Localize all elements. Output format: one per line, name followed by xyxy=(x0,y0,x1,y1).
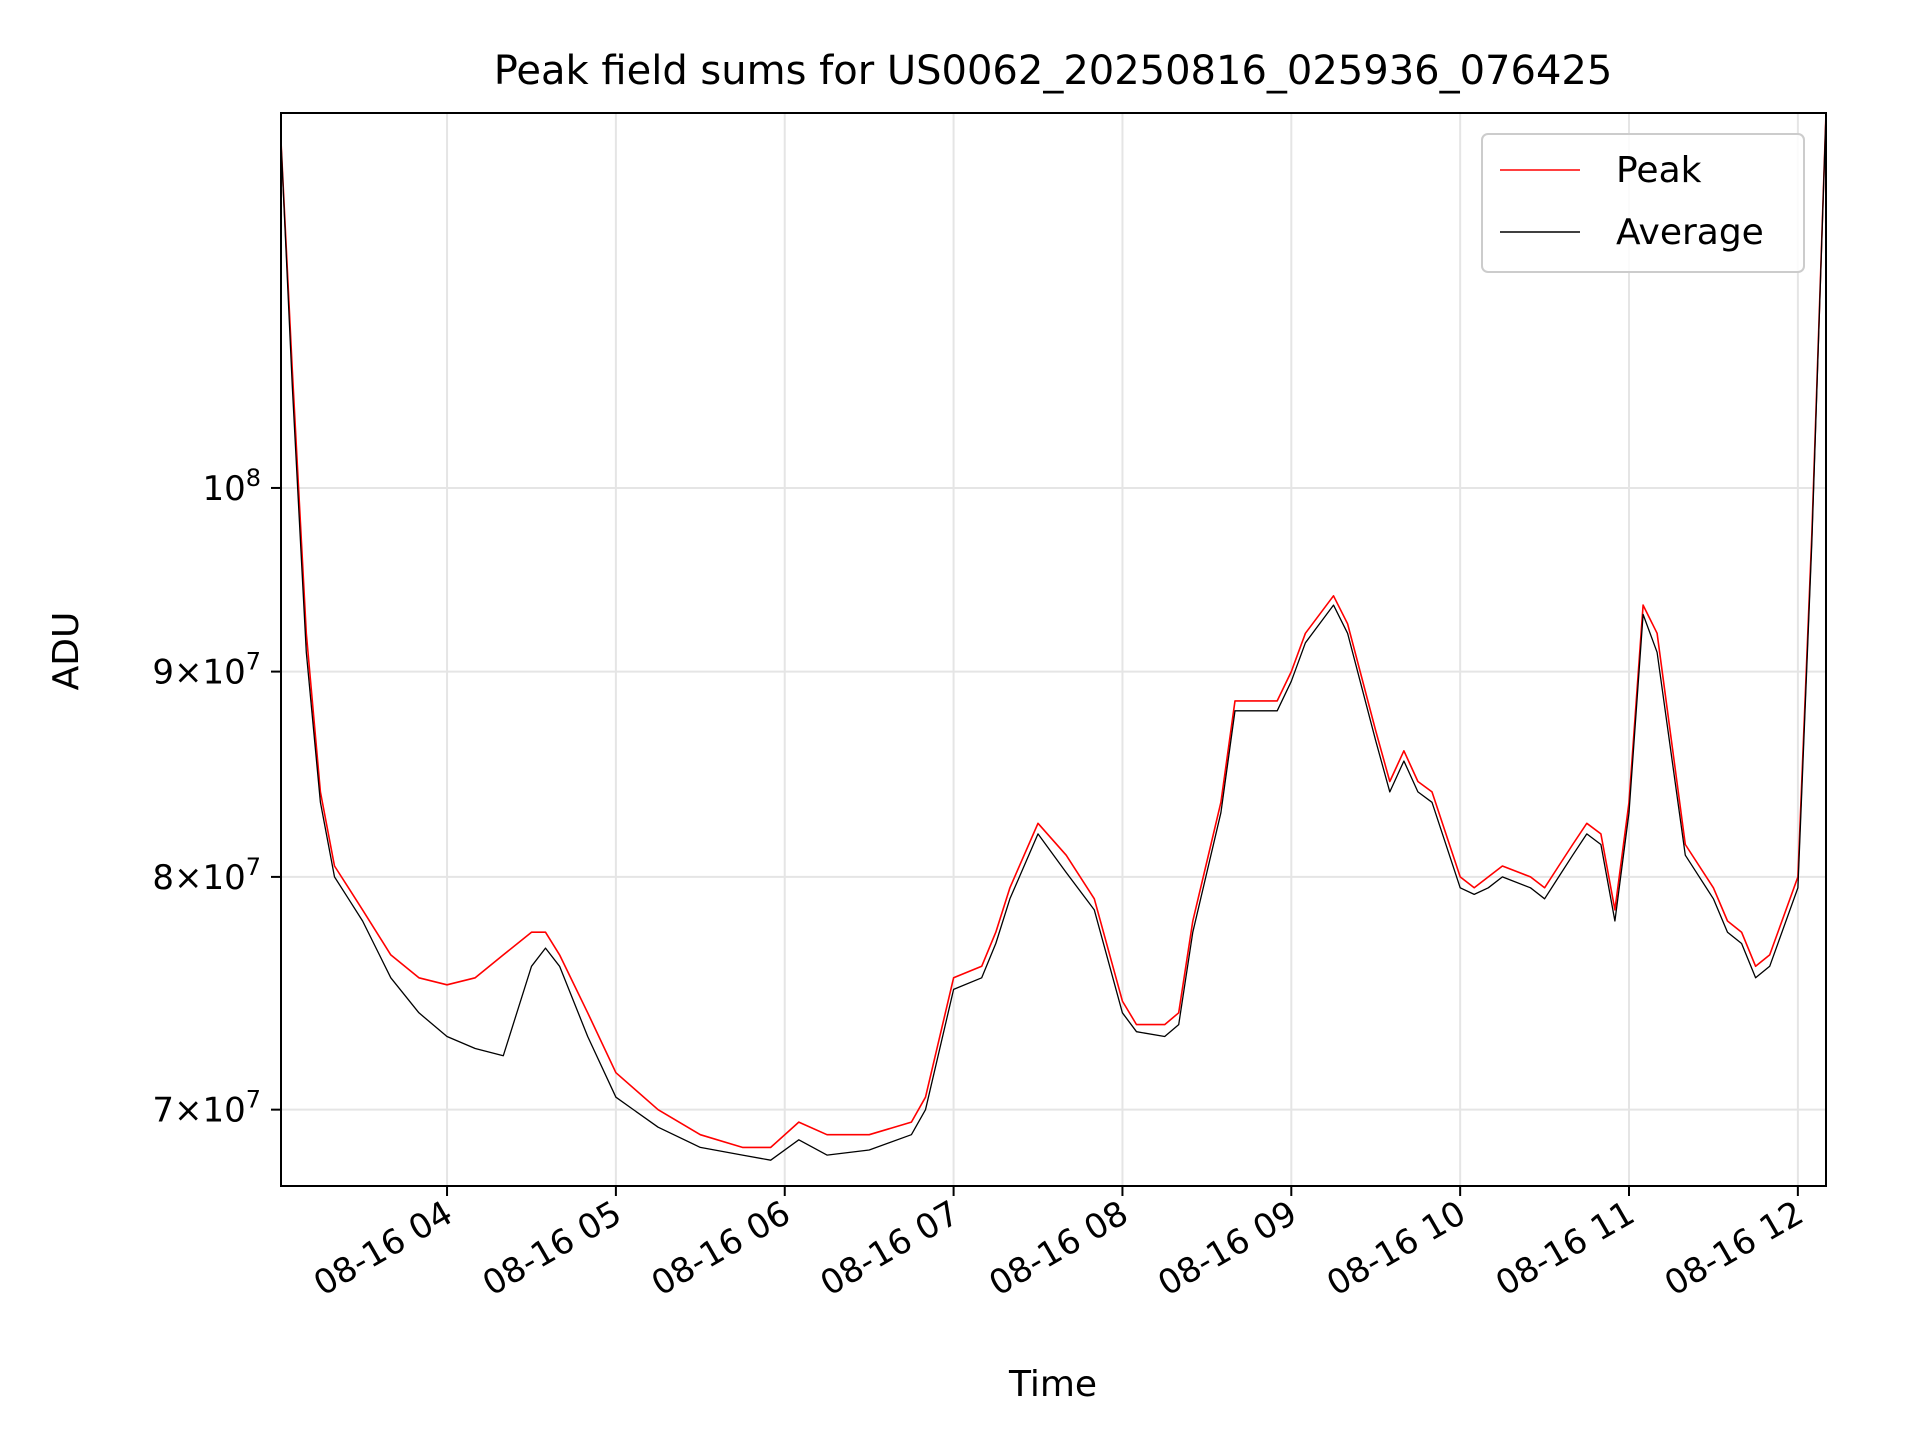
legend-peak-label: Peak xyxy=(1616,150,1702,191)
chart-title: Peak field sums for US0062_20250816_0259… xyxy=(494,48,1613,94)
y-tick-label: 108 xyxy=(202,464,261,509)
legend-box xyxy=(1481,133,1805,273)
y-tick-label: 8×107 xyxy=(152,853,261,898)
series-line-average xyxy=(280,112,1827,1161)
legend-average-label: Average xyxy=(1616,212,1764,253)
plot-frame xyxy=(280,112,1827,1187)
y-ticks: 7×107 8×107 9×107 108 xyxy=(152,464,281,1131)
y-tick-label: 7×107 xyxy=(152,1086,261,1131)
y-axis-label: ADU xyxy=(46,612,87,691)
series-line-peak xyxy=(280,112,1827,1149)
grid-layer xyxy=(281,113,1826,1186)
plot-lines xyxy=(280,112,1827,1161)
y-tick-label: 9×107 xyxy=(152,648,261,693)
legend: Peak Average xyxy=(1481,133,1805,273)
x-axis-label: Time xyxy=(1008,1364,1097,1405)
